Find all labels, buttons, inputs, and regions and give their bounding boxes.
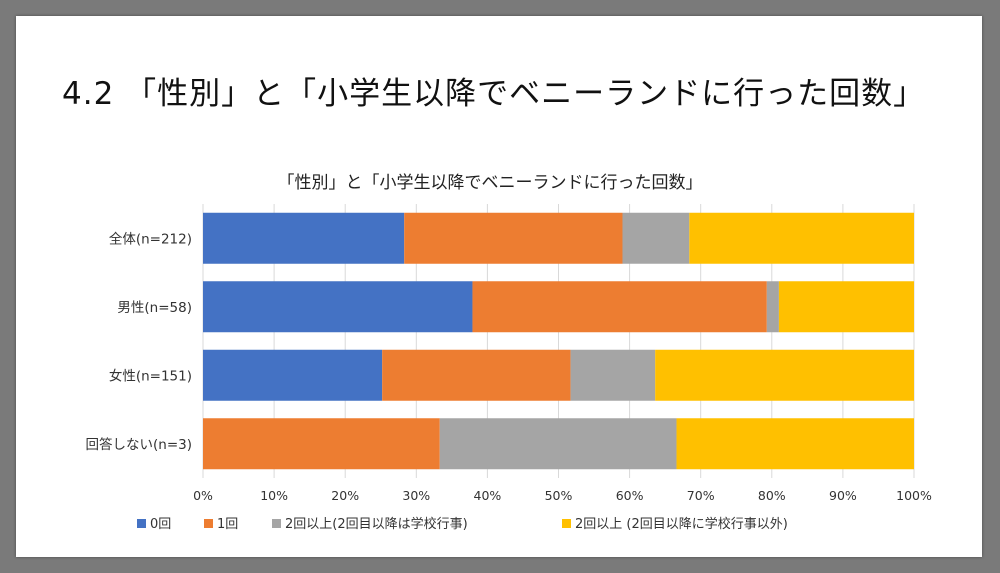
x-tick-label: 60% — [616, 488, 644, 503]
category-label: 回答しない(n=3) — [86, 436, 193, 453]
slide-title: 4.2 「性別」と「小学生以降でベニーランドに行った回数」 — [62, 76, 926, 112]
bar-segment — [622, 212, 690, 264]
legend-swatch — [272, 519, 281, 528]
bar-segment — [689, 212, 914, 264]
bar-segment — [203, 212, 405, 264]
bar-segment — [203, 281, 473, 333]
bar-segment — [382, 349, 571, 401]
bar-segment — [439, 418, 677, 470]
x-tick-label: 50% — [545, 488, 573, 503]
bar-segment — [472, 281, 767, 333]
x-tick-label: 90% — [829, 488, 857, 503]
x-tick-labels: 0% 10% 20% 30% 40% 50% 60% 70% 80% 90% 100% — [193, 488, 932, 503]
legend: 0回 1回 2回以上(2回目以降は学校行事) 2回以上 (2回目以降に学校行事以外) — [137, 516, 788, 532]
legend-label: 2回以上 (2回目以降に学校行事以外) — [575, 516, 788, 532]
bar-segment — [766, 281, 779, 333]
legend-swatch — [137, 519, 146, 528]
bar-segment — [203, 418, 440, 470]
x-tick-label: 0% — [193, 488, 213, 503]
x-tick-label: 30% — [402, 488, 430, 503]
legend-label: 1回 — [217, 517, 238, 532]
legend-label: 2回以上(2回目以降は学校行事) — [285, 516, 468, 532]
bar-segment — [676, 418, 914, 470]
x-tick-label: 70% — [687, 488, 715, 503]
x-tick-label: 100% — [896, 488, 932, 503]
x-tick-label: 20% — [331, 488, 359, 503]
bar-segment — [570, 349, 656, 401]
legend-swatch — [204, 519, 213, 528]
category-label: 男性(n=58) — [117, 300, 192, 316]
bar-segment — [404, 212, 623, 264]
category-label: 女性(n=151) — [109, 367, 192, 384]
x-tick-label: 10% — [260, 488, 288, 503]
bar-segment — [203, 349, 383, 401]
bar-segment — [778, 281, 914, 333]
bars — [203, 212, 914, 470]
chart-title: 「性別」と「小学生以降でベニーランドに行った回数」 — [278, 173, 703, 193]
category-labels: 全体(n=212) 男性(n=58) 女性(n=151) 回答しない(n=3) — [86, 230, 193, 453]
x-tick-label: 40% — [474, 488, 502, 503]
legend-label: 0回 — [150, 517, 171, 532]
x-tick-label: 80% — [758, 488, 786, 503]
legend-swatch — [562, 519, 571, 528]
category-label: 全体(n=212) — [109, 230, 192, 247]
bar-segment — [655, 349, 914, 401]
